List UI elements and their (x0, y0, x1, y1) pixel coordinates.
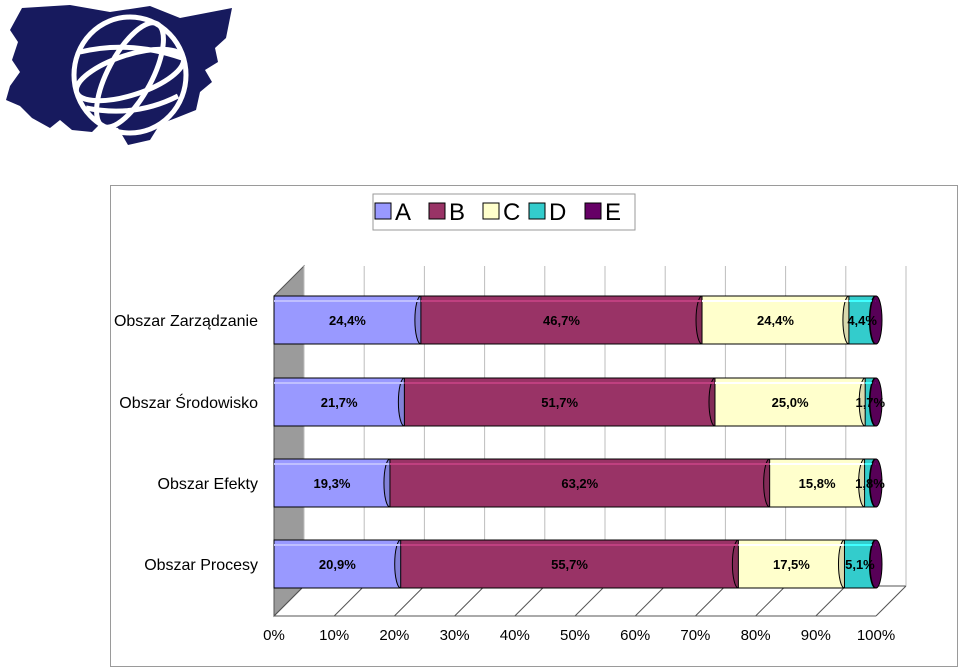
bar-segment-a (273, 458, 397, 508)
floor-tick (514, 585, 546, 617)
bar-segment-c (701, 295, 856, 345)
bar-segment-b (389, 458, 777, 508)
data-label: 17,5% (773, 557, 810, 572)
bar-segment-c (769, 458, 872, 508)
category-label: Obszar Procesy (144, 557, 258, 574)
category-label: Obszar Środowisko (119, 393, 258, 412)
floor-tick (333, 585, 365, 617)
legend-swatch-d (528, 202, 546, 220)
floor-tick (454, 585, 485, 617)
x-tick-label: 50% (560, 627, 590, 644)
legend-label-c: C (503, 199, 520, 226)
bar-segment-e (869, 458, 883, 508)
data-label: 20,9% (319, 557, 356, 572)
data-label: 5,1% (845, 557, 875, 572)
data-label: 25,0% (772, 395, 809, 410)
x-tick-label: 70% (680, 627, 710, 644)
labels: Obszar Zarządzanie 24,4% 46,7% 24,4% 4,4% Obs… (114, 313, 886, 574)
bar-segment-a (273, 295, 428, 345)
legend: A B C D E (372, 193, 636, 231)
bar-segment-e (869, 295, 883, 345)
data-label: 1,8% (855, 476, 885, 491)
data-label: 24,4% (329, 313, 366, 328)
x-tick-label: 100% (857, 627, 895, 644)
floor-tick (634, 585, 666, 617)
data-label: 1,7% (855, 395, 885, 410)
floor-tick (695, 585, 726, 617)
floor-tick (755, 585, 786, 617)
data-label: 55,7% (551, 557, 588, 572)
floor-tick (875, 585, 907, 617)
x-tick-label: 40% (500, 627, 530, 644)
legend-label-e: E (605, 199, 621, 226)
data-label: 19,3% (314, 476, 351, 491)
legend-swatch-b (428, 202, 446, 220)
x-tick-label: 60% (620, 627, 650, 644)
data-label: 51,7% (541, 395, 578, 410)
data-label: 24,4% (757, 313, 794, 328)
x-tick-label: 20% (379, 627, 409, 644)
bars (273, 295, 883, 589)
floor-tick (394, 585, 425, 617)
floor-tick (273, 585, 305, 617)
category-label: Obszar Efekty (158, 476, 258, 493)
x-tick-label: 80% (741, 627, 771, 644)
globe-icon (71, 14, 189, 136)
legend-label-a: A (395, 199, 411, 226)
legend-swatch-e (584, 202, 602, 220)
bar-segment-e (869, 539, 883, 589)
data-label: 4,4% (847, 313, 877, 328)
category-label: Obszar Zarządzanie (114, 313, 258, 330)
floor-tick (574, 585, 606, 617)
legend-swatch-a (374, 202, 392, 220)
data-label: 63,2% (561, 476, 598, 491)
legend-label-b: B (449, 199, 465, 226)
x-tick-label: 10% (319, 627, 349, 644)
bar-segment-a (273, 539, 408, 589)
legend-label-d: D (549, 199, 566, 226)
logo (6, 5, 232, 145)
bar-segment-b (420, 295, 709, 345)
x-tick-label: 90% (801, 627, 831, 644)
legend-swatch-c (482, 202, 500, 220)
x-tick-label: 0% (263, 627, 285, 644)
x-tick-label: 30% (440, 627, 470, 644)
data-label: 21,7% (321, 395, 358, 410)
bar-segment-e (869, 377, 883, 427)
data-label: 15,8% (799, 476, 836, 491)
floor-tick (815, 585, 847, 617)
data-label: 46,7% (543, 313, 580, 328)
